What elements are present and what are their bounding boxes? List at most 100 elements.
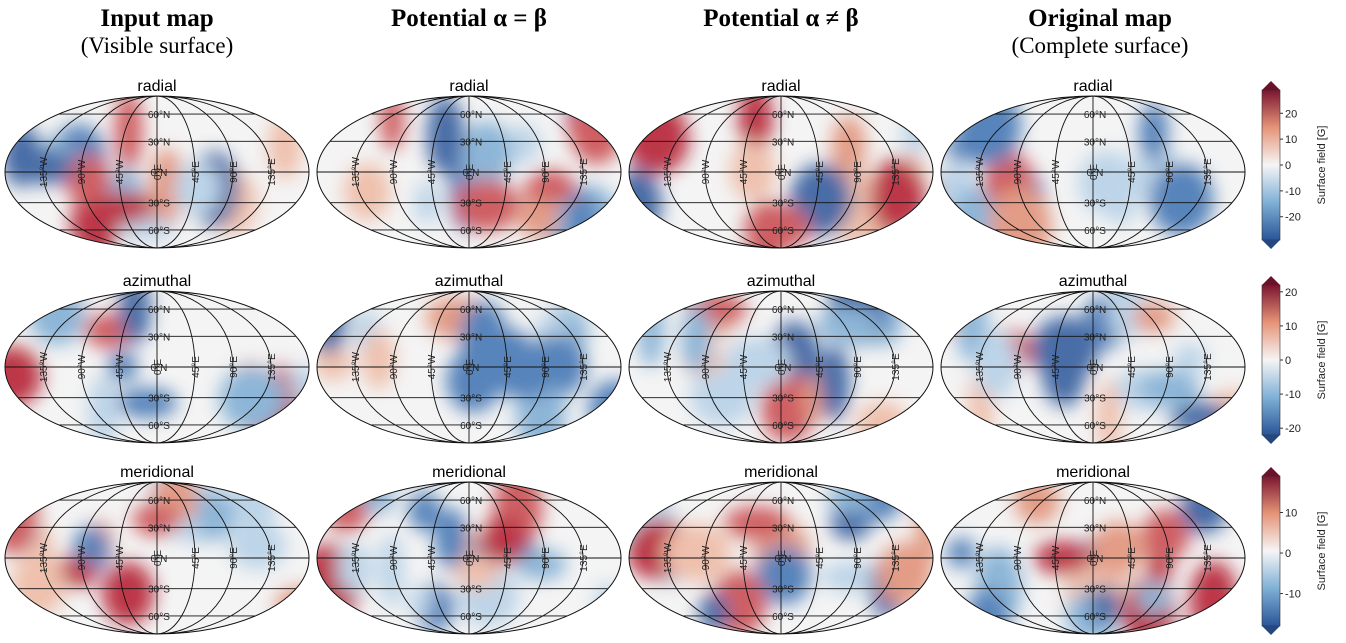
map-panel [941,96,1245,248]
field-blob [1031,316,1099,384]
row-label: radial [449,78,488,95]
field-blob [955,96,1021,166]
latitude-label: 30°S [772,199,794,210]
longitude-label: 45°E [1127,547,1138,569]
longitude-label: 135°W [975,156,986,187]
longitude-label: 45°W [739,545,750,570]
longitude-label: 135°E [891,353,902,381]
latitude-label: 30°N [1084,137,1106,148]
latitude-label: 0°N [463,168,480,179]
latitude-label: 0°N [151,363,168,374]
longitude-label: 90°W [1013,159,1024,184]
field-blob [29,291,86,345]
column-subtitle: (Complete surface) [1012,33,1189,58]
field-blob [515,548,567,581]
longitude-label: 135°E [1203,158,1214,186]
latitude-label: 30°S [460,199,482,210]
longitude-label: 0°E [465,164,476,181]
longitude-label: 135°W [39,542,50,573]
longitude-label: 45°W [427,159,438,184]
longitude-label: 45°E [503,547,514,569]
field-blob [949,187,996,248]
field-blob [92,190,156,225]
latitude-label: 30°S [772,585,794,596]
latitude-label: 60°S [148,226,170,237]
field-blob [941,305,956,337]
map-outline [316,290,622,444]
colorbar-tick-label: -10 [1285,389,1301,401]
field-blob [426,96,465,175]
longitude-label: 135°W [663,351,674,382]
colorbar-tick-label: 10 [1285,507,1297,519]
latitude-label: 60°N [772,110,794,121]
latitude-label: 30°N [772,137,794,148]
colorbar-extend [1262,467,1280,476]
latitude-label: 0°N [1087,554,1104,565]
longitude-label: 45°W [427,545,438,570]
longitude-label: 45°E [815,161,826,183]
longitude-label: 90°W [701,354,712,379]
field-blob [947,537,976,569]
latitude-label: 30°N [460,523,482,534]
colorbar [1261,284,1281,436]
colorbar-tick-label: 0 [1285,355,1291,367]
longitude-label: 90°E [1165,161,1176,183]
latitude-label: 60°S [1084,421,1106,432]
longitude-label: 0°E [1089,164,1100,181]
field-blob [116,387,178,419]
colorbar-label: Surface field [G] [1316,512,1328,591]
longitude-label: 45°E [1127,161,1138,183]
latitude-label: 60°S [772,612,794,623]
longitude-label: 135°E [579,544,590,572]
row-label: radial [1073,78,1112,95]
field-blob [23,149,74,185]
map-panel [629,291,933,443]
field-blob [989,186,1052,248]
longitude-label: 0°E [153,164,164,181]
longitude-label: 0°E [777,359,788,376]
longitude-label: 135°E [267,158,278,186]
map-panel [5,291,309,443]
latitude-label: 0°N [775,363,792,374]
latitude-label: 30°S [1084,199,1106,210]
longitude-label: 45°E [191,161,202,183]
latitude-label: 30°S [148,199,170,210]
row-label: azimuthal [747,273,815,290]
field-blob [446,349,501,413]
field-blob [1096,380,1121,443]
longitude-label: 90°W [389,545,400,570]
colorbar [1261,89,1281,241]
latitude-label: 60°N [772,305,794,316]
longitude-label: 135°W [663,156,674,187]
longitude-label: 45°W [427,354,438,379]
field-blob [743,204,811,248]
latitude-label: 60°S [460,226,482,237]
longitude-label: 45°E [503,356,514,378]
longitude-label: 90°W [1013,354,1024,379]
latitude-label: 0°N [1087,363,1104,374]
field-blob [174,161,222,216]
field-blob [1132,300,1175,334]
field-blob [1149,163,1214,236]
longitude-label: 0°E [1089,550,1100,567]
longitude-label: 135°E [891,158,902,186]
field-blob [1138,370,1201,408]
latitude-label: 30°N [148,137,170,148]
field-blob [10,553,65,617]
latitude-label: 0°N [775,168,792,179]
field-blob [434,508,469,570]
latitude-label: 30°N [1084,332,1106,343]
colorbar-extend [1262,81,1280,90]
latitude-label: 60°N [1084,110,1106,121]
longitude-label: 0°E [777,164,788,181]
latitude-label: 0°N [1087,168,1104,179]
longitude-label: 135°E [579,158,590,186]
longitude-label: 135°E [1203,353,1214,381]
field-blob [344,163,391,221]
latitude-label: 60°N [460,110,482,121]
column-title: Original map [1028,5,1172,32]
longitude-label: 0°E [465,359,476,376]
longitude-label: 45°W [1051,354,1062,379]
longitude-label: 90°W [77,354,88,379]
